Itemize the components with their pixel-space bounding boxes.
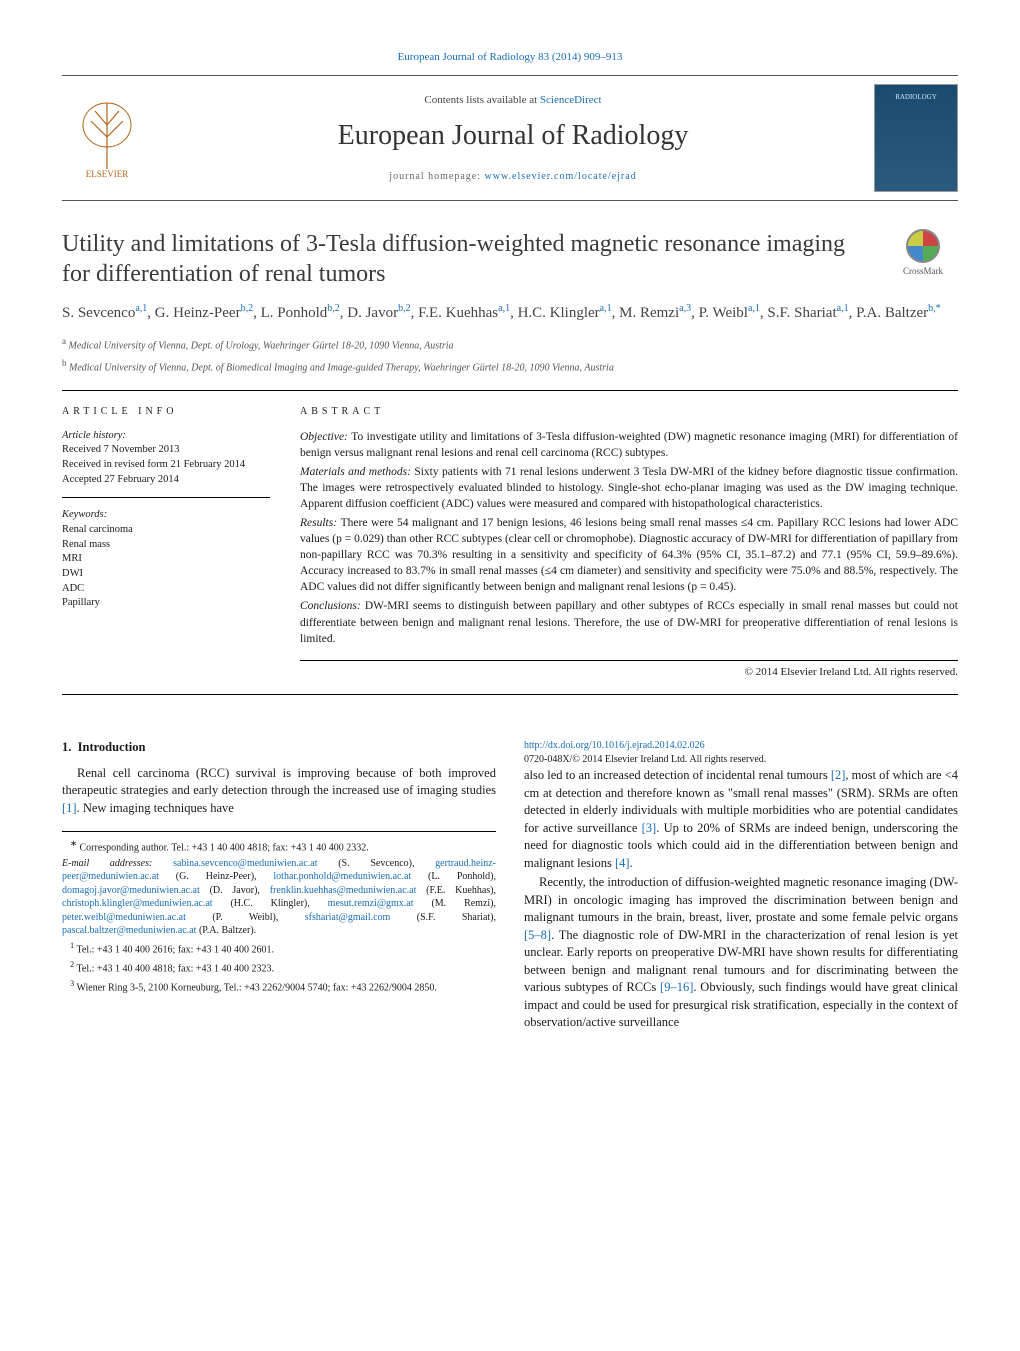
cite-9-16[interactable]: [9–16] — [660, 980, 693, 994]
cite-4[interactable]: [4] — [615, 856, 630, 870]
keywords-label: Keywords: — [62, 508, 270, 523]
journal-reference-link[interactable]: European Journal of Radiology 83 (2014) … — [398, 51, 623, 63]
abstract-section-label: Conclusions: — [300, 600, 365, 612]
abstract-section-label: Objective: — [300, 431, 351, 443]
svg-text:ELSEVIER: ELSEVIER — [86, 169, 129, 179]
history-line: Received 7 November 2013 — [62, 443, 270, 458]
body-paragraph-2: also led to an increased detection of in… — [524, 767, 958, 872]
abstract-section: Objective: To investigate utility and li… — [300, 429, 958, 461]
abstract-section: Conclusions: DW-MRI seems to distinguish… — [300, 598, 958, 646]
homepage-prefix: journal homepage: — [389, 171, 484, 182]
abstract-heading: abstract — [300, 405, 958, 419]
crossmark-button[interactable]: CrossMark — [888, 229, 958, 278]
crossmark-icon — [906, 229, 940, 263]
keyword: ADC — [62, 582, 270, 597]
journal-homepage-line: journal homepage: www.elsevier.com/locat… — [152, 170, 874, 184]
keyword: MRI — [62, 552, 270, 567]
publisher-logo: ELSEVIER — [62, 93, 152, 183]
footnote-line: 1 Tel.: +43 1 40 400 2616; fax: +43 1 40… — [62, 940, 496, 957]
keyword: Renal carcinoma — [62, 523, 270, 538]
history-line: Accepted 27 February 2014 — [62, 473, 270, 488]
footer-meta: http://dx.doi.org/10.1016/j.ejrad.2014.0… — [524, 739, 958, 767]
masthead: ELSEVIER Contents lists available at Sci… — [62, 75, 958, 201]
corr-text: Corresponding author. Tel.: +43 1 40 400… — [79, 842, 368, 853]
author-email[interactable]: sabina.sevcenco@meduniwien.ac.at — [173, 858, 317, 869]
author-email-name: (F.E. Kuehhas), — [416, 885, 496, 896]
keywords-block: Keywords: Renal carcinomaRenal massMRIDW… — [62, 508, 270, 611]
abstract-copyright: © 2014 Elsevier Ireland Ltd. All rights … — [300, 665, 958, 680]
author-email[interactable]: frenklin.kuehhas@meduniwien.ac.at — [260, 885, 416, 896]
history-line: Received in revised form 21 February 201… — [62, 458, 270, 473]
contents-available-line: Contents lists available at ScienceDirec… — [152, 93, 874, 108]
article-history-block: Article history: Received 7 November 201… — [62, 429, 270, 499]
author-email-name: (H.C. Klingler), — [213, 898, 310, 909]
cite-5-8[interactable]: [5–8] — [524, 928, 551, 942]
keyword: Papillary — [62, 596, 270, 611]
issn-copyright: 0720-048X/© 2014 Elsevier Ireland Ltd. A… — [524, 754, 766, 765]
article-history-label: Article history: — [62, 429, 270, 444]
article-title: Utility and limitations of 3-Tesla diffu… — [62, 229, 872, 289]
abstract-section-text: DW-MRI seems to distinguish between papi… — [300, 600, 958, 644]
author-email-name: (L. Ponhold), — [411, 871, 496, 882]
author-email-name: (M. Remzi), — [414, 898, 496, 909]
body-two-column: 1. Introduction Renal cell carcinoma (RC… — [62, 739, 958, 1032]
author-email-name: (S. Sevcenco), — [318, 858, 415, 869]
elsevier-tree-icon: ELSEVIER — [71, 97, 143, 179]
footnote-line: 3 Wiener Ring 3-5, 2100 Korneuburg, Tel.… — [62, 978, 496, 995]
section-1-heading: 1. Introduction — [62, 739, 496, 757]
section-rule-2 — [62, 694, 958, 695]
abstract-section-text: To investigate utility and limitations o… — [300, 431, 958, 459]
section-title: Introduction — [78, 740, 146, 754]
affiliation: a Medical University of Vienna, Dept. of… — [62, 335, 958, 353]
journal-title: European Journal of Radiology — [152, 116, 874, 155]
abstract-section-label: Results: — [300, 517, 341, 529]
keyword: Renal mass — [62, 538, 270, 553]
author-email[interactable]: sfshariat@gmail.com — [278, 912, 390, 923]
cite-2[interactable]: [2] — [831, 768, 846, 782]
author-email-name: (P. Weibl), — [186, 912, 278, 923]
author-email-name: (S.F. Shariat), — [390, 912, 496, 923]
author-email[interactable]: christoph.klingler@meduniwien.ac.at — [62, 898, 213, 909]
body-paragraph-3: Recently, the introduction of diffusion-… — [524, 874, 958, 1032]
abstract-section: Results: There were 54 malignant and 17 … — [300, 515, 958, 595]
cite-3[interactable]: [3] — [642, 821, 657, 835]
email-label: E-mail addresses: — [62, 858, 152, 869]
email-addresses: E-mail addresses: sabina.sevcenco@meduni… — [62, 857, 496, 938]
author-email[interactable]: mesut.remzi@gmx.at — [310, 898, 414, 909]
article-info-heading: article info — [62, 405, 270, 419]
cover-image: RADIOLOGY — [874, 84, 958, 192]
sciencedirect-link[interactable]: ScienceDirect — [540, 94, 602, 106]
corresponding-author-note: ∗ Corresponding author. Tel.: +43 1 40 4… — [62, 838, 496, 855]
author-email[interactable]: domagoj.javor@meduniwien.ac.at — [62, 885, 200, 896]
journal-reference: European Journal of Radiology 83 (2014) … — [62, 50, 958, 65]
author-email-name: (D. Javor), — [200, 885, 260, 896]
author-email-name: (G. Heinz-Peer), — [159, 871, 257, 882]
footnote-line: 2 Tel.: +43 1 40 400 4818; fax: +43 1 40… — [62, 959, 496, 976]
journal-homepage-link[interactable]: www.elsevier.com/locate/ejrad — [485, 171, 637, 182]
affiliation: b Medical University of Vienna, Dept. of… — [62, 357, 958, 375]
abstract-column: abstract Objective: To investigate utili… — [300, 405, 958, 681]
crossmark-label: CrossMark — [903, 265, 943, 278]
article-info-column: article info Article history: Received 7… — [62, 405, 270, 681]
doi-link[interactable]: http://dx.doi.org/10.1016/j.ejrad.2014.0… — [524, 740, 705, 751]
abstract-section: Materials and methods: Sixty patients wi… — [300, 464, 958, 512]
cite-1[interactable]: [1] — [62, 801, 77, 815]
section-rule — [62, 390, 958, 391]
author-email[interactable]: peter.weibl@meduniwien.ac.at — [62, 912, 186, 923]
corr-marker: ∗ — [70, 839, 77, 848]
body-paragraph-1: Renal cell carcinoma (RCC) survival is i… — [62, 765, 496, 818]
keyword: DWI — [62, 567, 270, 582]
journal-cover-thumb: RADIOLOGY — [874, 84, 958, 192]
author-email-name: (P.A. Baltzer). — [196, 925, 256, 936]
author-email[interactable]: lothar.ponhold@meduniwien.ac.at — [257, 871, 412, 882]
abstract-section-label: Materials and methods: — [300, 466, 414, 478]
contents-prefix: Contents lists available at — [424, 94, 539, 106]
abstract-section-text: There were 54 malignant and 17 benign le… — [300, 517, 958, 593]
abstract-body: Objective: To investigate utility and li… — [300, 429, 958, 661]
author-list: S. Sevcencoa,1, G. Heinz-Peerb,2, L. Pon… — [62, 301, 958, 325]
cover-label: RADIOLOGY — [895, 93, 937, 103]
footnotes-block: ∗ Corresponding author. Tel.: +43 1 40 4… — [62, 831, 496, 994]
section-number: 1. — [62, 740, 71, 754]
author-email[interactable]: pascal.baltzer@meduniwien.ac.at — [62, 925, 196, 936]
